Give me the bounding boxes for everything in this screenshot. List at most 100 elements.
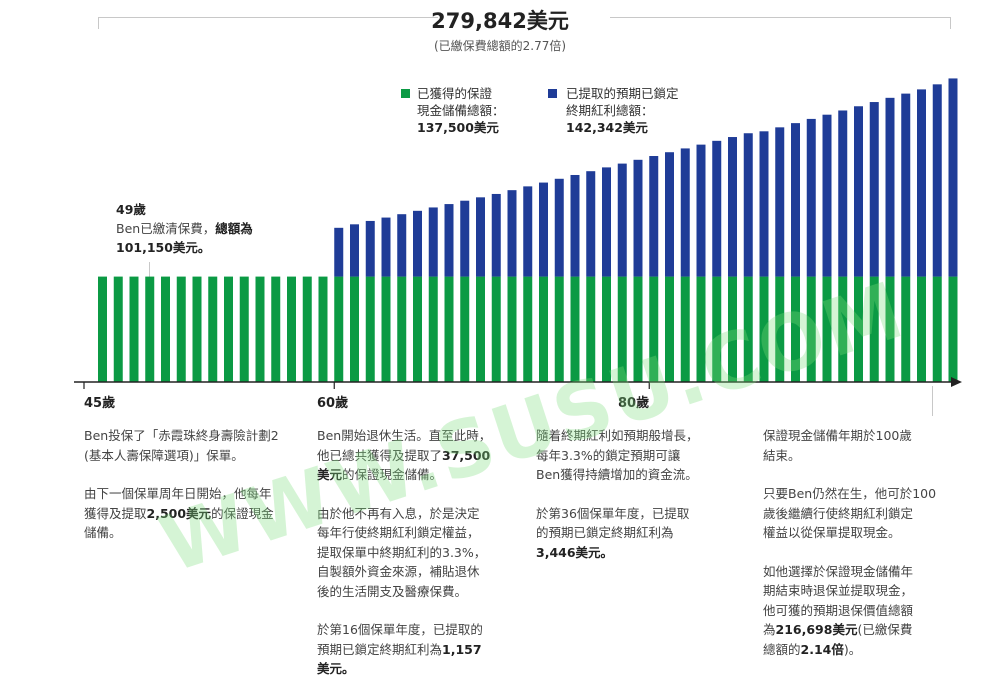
x-tick-label-60: 60歲	[317, 396, 349, 411]
bar-dividend-age-78	[617, 163, 627, 277]
bar-guaranteed-age-69	[476, 276, 485, 382]
annotation-49-line2: 101,150美元。	[116, 240, 211, 255]
bar-dividend-age-96	[901, 93, 911, 277]
bar-dividend-age-76	[586, 171, 596, 277]
legend-dividend-line2: 終期紅利總額：	[566, 103, 654, 118]
bar-dividend-age-73	[539, 182, 548, 277]
bar-guaranteed-age-60	[334, 276, 344, 382]
column-age-60: Ben開始退休生活。直至此時， 他已總共獲得及提取了37,500 美元的保證現金…	[317, 426, 527, 679]
col80-p2-line2: 的預期已鎖定終期紅利為	[536, 525, 674, 540]
bar-dividend-age-61	[350, 224, 359, 277]
legend-label-guaranteed: 已獲得的保證 現金儲備總額： 137,500美元	[417, 85, 505, 136]
legend-dividend-value: 142,342美元	[566, 120, 648, 135]
legend-guaranteed-value: 137,500美元	[417, 120, 499, 135]
bar-guaranteed-age-82	[680, 276, 690, 382]
bar-guaranteed-age-96	[901, 276, 911, 382]
col100-p3-line4c: (已繳保費	[857, 622, 913, 637]
bar-guaranteed-age-49	[161, 276, 170, 382]
bar-dividend-age-82	[680, 148, 690, 277]
bar-dividend-age-91	[822, 114, 832, 277]
bar-guaranteed-age-67	[444, 276, 454, 382]
bar-guaranteed-age-77	[602, 276, 611, 382]
bar-guaranteed-age-47	[129, 276, 139, 382]
bar-guaranteed-age-93	[854, 276, 863, 382]
col100-p2-line1: 只要Ben仍然在生，他可於100	[763, 486, 937, 501]
bar-guaranteed-age-83	[696, 276, 706, 382]
legend-swatch-dividend	[548, 89, 557, 98]
col60-p2-line3: 提取保單中終期紅利的3.3%，	[317, 544, 487, 560]
bar-guaranteed-age-78	[617, 276, 627, 382]
col60-p1-line1: Ben開始退休生活。直至此時，	[317, 428, 492, 443]
bar-guaranteed-age-54	[239, 276, 249, 382]
col100-p3-line4b: 216,698美元	[775, 622, 858, 637]
bar-dividend-age-67	[444, 204, 454, 277]
bar-guaranteed-age-99	[948, 276, 958, 382]
col80-p2-line3: 3,446美元。	[536, 544, 614, 560]
bar-guaranteed-age-61	[350, 276, 359, 382]
legend-label-dividend: 已提取的預期已鎖定 終期紅利總額： 142,342美元	[566, 85, 679, 136]
bar-guaranteed-age-98	[932, 276, 942, 382]
col100-p2-line3: 權益以從保單提取現金。	[763, 525, 901, 540]
col60-p3-line2b: 1,157	[442, 641, 482, 657]
col80-p2-line1: 於第36個保單年度，已提取	[536, 505, 690, 521]
bar-dividend-age-86	[743, 133, 753, 277]
col45-p2-line2b: 2,500美元	[146, 505, 212, 521]
bar-guaranteed-age-76	[586, 276, 596, 382]
bar-guaranteed-age-71	[507, 276, 517, 382]
col80-p1-line3: Ben獲得持續增加的資金流。	[536, 467, 698, 482]
bar-dividend-age-97	[917, 89, 926, 277]
bar-guaranteed-age-55	[255, 276, 265, 382]
col45-p1-line2: (基本人壽保障選項)」保單。	[84, 447, 244, 463]
bar-dividend-age-99	[948, 78, 958, 277]
col60-p2-line2: 每年行使終期紅利鎖定權益，	[317, 525, 480, 540]
bar-guaranteed-age-85	[728, 276, 737, 382]
col100-p3-line5c: )。	[843, 641, 862, 657]
bar-dividend-age-90	[806, 118, 816, 277]
col80-p1-line1: 隨着終期紅利如預期般增長，	[536, 428, 699, 443]
bar-guaranteed-age-72	[523, 276, 533, 382]
col45-p2-line2c: 的保證現金	[211, 505, 274, 521]
col60-p3-line1: 於第16個保單年度，已提取的	[317, 622, 483, 637]
legend-guaranteed-line2: 現金儲備總額：	[417, 103, 505, 118]
legend-guaranteed-line1: 已獲得的保證	[417, 86, 493, 101]
bar-guaranteed-age-88	[775, 276, 785, 382]
annotation-49-line1-plain: Ben已繳清保費，	[116, 221, 216, 236]
annotation-49-title: 49歲	[116, 202, 146, 217]
col100-p3-line1: 如他選擇於保證現金儲備年	[763, 563, 914, 579]
bar-guaranteed-age-74	[554, 276, 564, 382]
bar-guaranteed-age-63	[381, 276, 391, 382]
bar-guaranteed-age-84	[712, 276, 722, 382]
col60-p2-line5: 後的生活開支及醫療保費。	[317, 583, 468, 599]
bar-guaranteed-age-68	[460, 276, 470, 382]
col100-p2-line2: 歲後繼續行使終期紅利鎖定	[763, 505, 914, 521]
bar-guaranteed-age-79	[633, 276, 643, 382]
bar-guaranteed-age-52	[208, 276, 218, 382]
bar-guaranteed-age-62	[365, 276, 375, 382]
annotation-49-line1-bold: 總額為	[215, 221, 253, 236]
bar-guaranteed-age-53	[224, 276, 233, 382]
bar-dividend-age-72	[523, 186, 533, 277]
bar-dividend-age-63	[381, 217, 391, 277]
column-age-100: 保證現金儲備年期於100歲 結束。 只要Ben仍然在生，他可於100 歲後繼續行…	[763, 426, 963, 659]
col100-p3-line4a: 為	[763, 622, 776, 637]
annotation-age-49: 49歲 Ben已繳清保費，總額為 101,150美元。	[116, 200, 253, 257]
col100-p3-line5b: 2.14倍	[800, 641, 844, 657]
col60-p1-line2b: 37,500	[442, 447, 491, 463]
bar-guaranteed-age-48	[145, 276, 155, 382]
bar-dividend-age-75	[570, 174, 580, 277]
total-bracket-right	[610, 17, 951, 18]
bar-dividend-age-62	[365, 220, 375, 277]
bar-dividend-age-68	[460, 200, 470, 277]
bar-dividend-age-79	[633, 159, 643, 277]
total-bracket-right-tick	[950, 17, 951, 29]
bar-guaranteed-age-97	[917, 276, 926, 382]
bar-guaranteed-age-90	[806, 276, 816, 382]
bar-guaranteed-age-86	[743, 276, 753, 382]
bar-dividend-age-98	[932, 84, 942, 277]
bar-guaranteed-age-50	[176, 276, 186, 382]
bar-dividend-age-84	[712, 140, 722, 277]
bar-dividend-age-64	[397, 214, 407, 277]
col100-p3-line3: 他可獲的預期退保價值總額	[763, 602, 914, 618]
col60-p1-line3b: 的保證現金儲備。	[342, 467, 443, 482]
